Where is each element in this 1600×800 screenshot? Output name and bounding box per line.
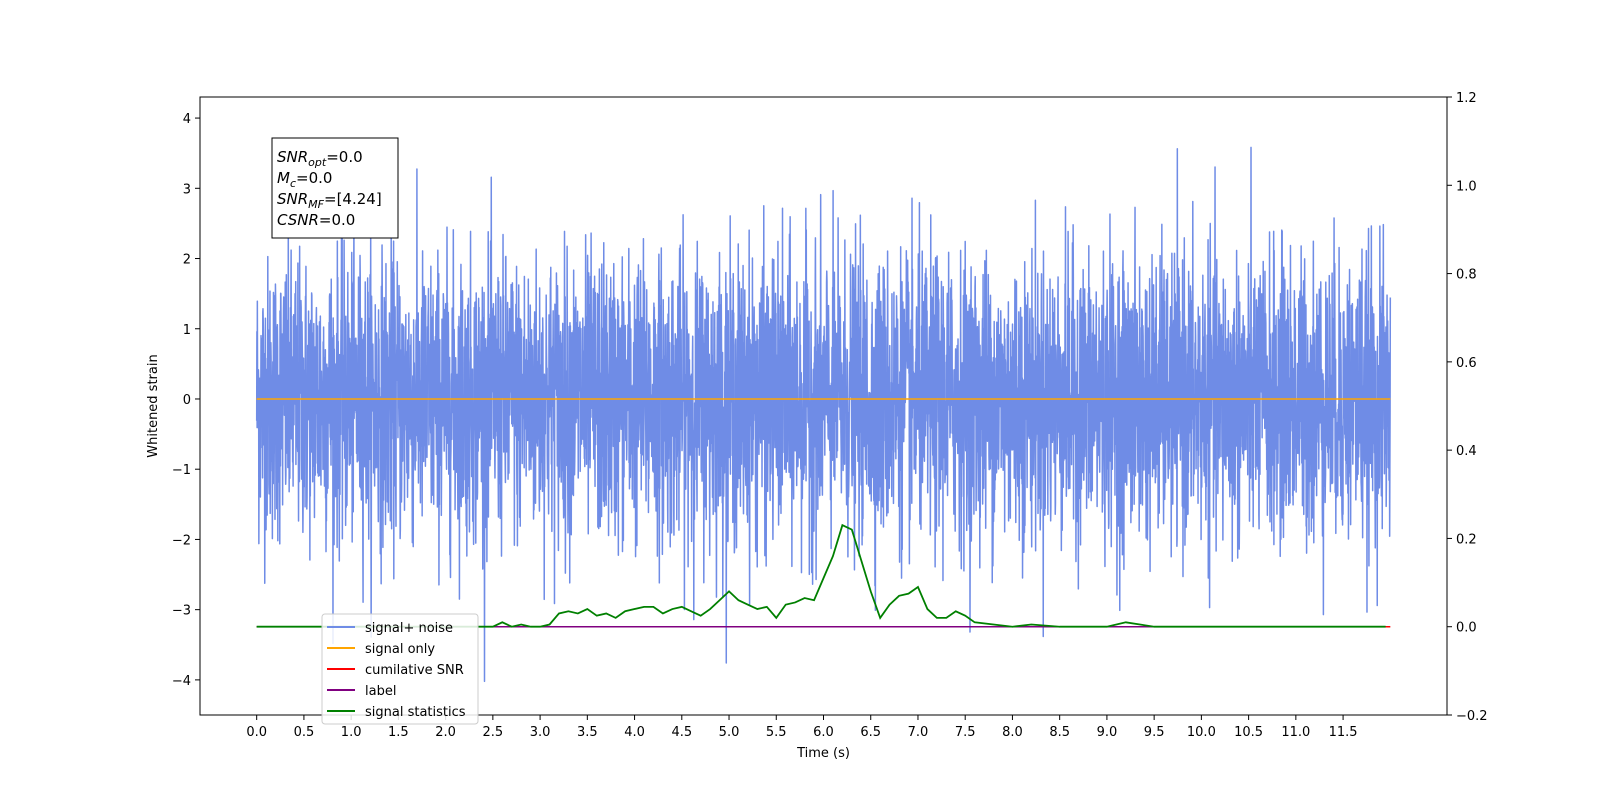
x-tick-label: 3.5	[577, 725, 598, 740]
x-tick-label: 9.5	[1144, 725, 1165, 740]
x-tick-label: 1.5	[388, 725, 409, 740]
x-tick-label: 7.5	[955, 725, 976, 740]
x-tick-label: 0.5	[294, 725, 315, 740]
y-axis-left: −4 −3 −2 −1 0 1 2 3 4	[172, 112, 200, 689]
x-tick-label: 6.5	[860, 725, 881, 740]
y-tick-label: 1	[183, 323, 191, 338]
legend-entry: signal statistics	[365, 705, 466, 720]
x-axis-label: Time (s)	[796, 746, 850, 761]
x-tick-label: 11.0	[1281, 725, 1310, 740]
x-tick-label: 4.0	[624, 725, 645, 740]
x-tick-label: 8.0	[1002, 725, 1023, 740]
x-tick-label: 9.0	[1097, 725, 1118, 740]
annotation-line: SNRopt=0.0	[277, 148, 363, 169]
x-tick-label: 10.5	[1234, 725, 1263, 740]
y-tick-label: −2	[172, 533, 191, 548]
y2-tick-label: 0.8	[1456, 268, 1477, 283]
legend-entry: signal only	[365, 642, 435, 657]
annotation-line: Mc=0.0	[277, 169, 332, 190]
y2-tick-label: 0.0	[1456, 621, 1477, 636]
x-tick-label: 7.0	[908, 725, 929, 740]
x-tick-label: 3.0	[530, 725, 551, 740]
x-tick-label: 4.5	[671, 725, 692, 740]
legend-entry: cumilative SNR	[365, 663, 464, 678]
y2-tick-label: 1.2	[1456, 91, 1477, 106]
x-axis: 0.0 0.5 1.0 1.5 2.0 2.5 3.0 3.5 4.0 4.5 5.0 5.5 6.0 6…	[246, 715, 1358, 740]
x-tick-label: 2.5	[483, 725, 504, 740]
annotation-box-frame	[271, 137, 399, 239]
x-tick-label: 8.5	[1049, 725, 1070, 740]
y-tick-label: 2	[183, 253, 191, 268]
legend-frame	[321, 613, 479, 725]
x-tick-label: 0.0	[246, 725, 267, 740]
y-tick-label: 4	[183, 112, 191, 127]
x-tick-label: 10.0	[1187, 725, 1216, 740]
y-axis-label: Whitened strain	[146, 354, 161, 457]
y2-tick-label: 1.0	[1456, 179, 1477, 194]
y2-tick-label: 0.2	[1456, 532, 1477, 547]
annotation-line: SNRMF=[4.24]	[277, 190, 382, 211]
x-tick-label: 2.0	[435, 725, 456, 740]
y2-tick-label: 0.4	[1456, 444, 1477, 459]
legend-entry: signal+ noise	[365, 621, 453, 636]
y-tick-label: −3	[172, 604, 191, 619]
y2-tick-label: 0.6	[1456, 356, 1477, 371]
series-signal-statistics-line	[256, 523, 1386, 628]
legend: signal+ noise signal only cumilative SNR la…	[321, 613, 479, 725]
y2-tick-label: −0.2	[1456, 709, 1488, 724]
y-tick-label: −4	[172, 674, 191, 689]
annotation-line: CSNR=0.0	[277, 211, 355, 229]
y-tick-label: 3	[183, 182, 191, 197]
x-tick-label: 5.0	[719, 725, 740, 740]
x-tick-label: 11.5	[1329, 725, 1358, 740]
legend-entry: label	[365, 684, 396, 699]
series-signal-noise-line	[255, 146, 1392, 683]
x-tick-label: 6.0	[813, 725, 834, 740]
y-axis-right: −0.2 0.0 0.2 0.4 0.6 0.8 1.0 1.2	[1447, 91, 1488, 724]
y-tick-label: 0	[183, 393, 191, 408]
x-tick-label: 1.0	[341, 725, 362, 740]
x-tick-label: 5.5	[766, 725, 787, 740]
y-tick-label: −1	[172, 463, 191, 478]
